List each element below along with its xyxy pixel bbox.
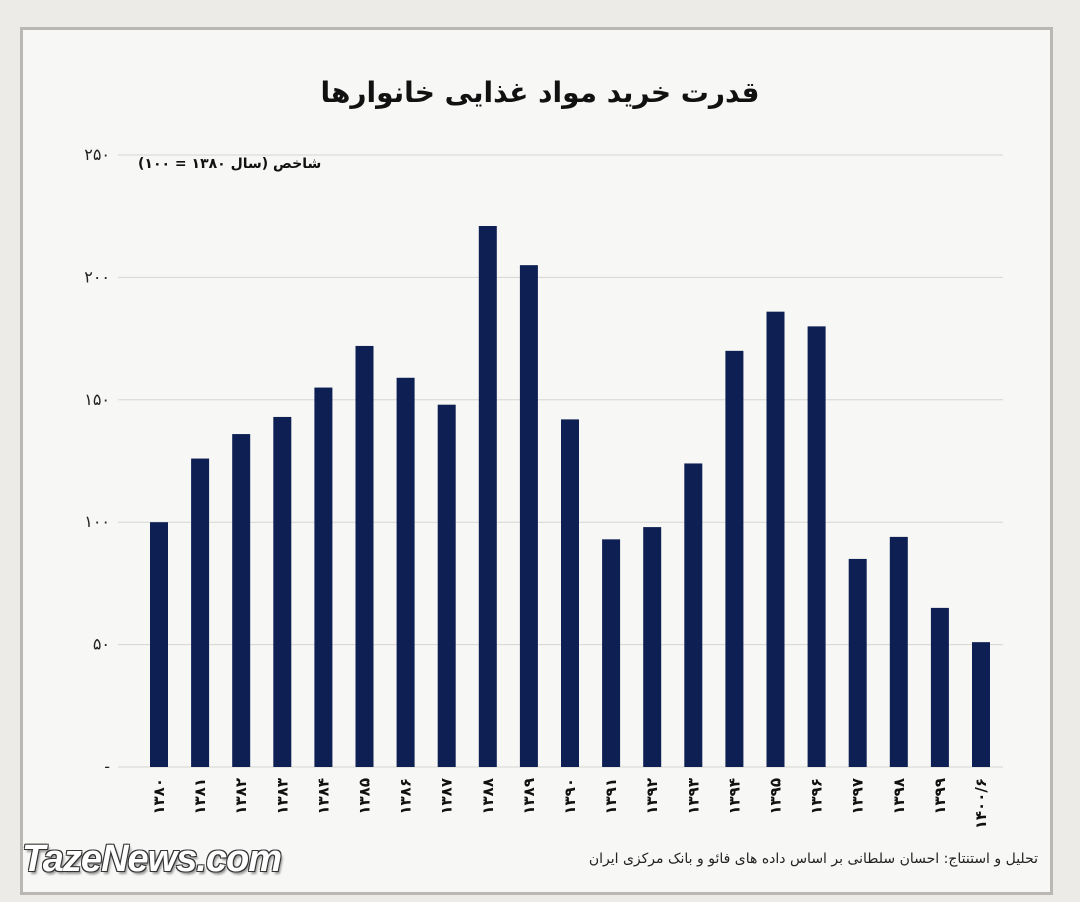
x-tick-label: ۱۳۸۳ (273, 778, 291, 815)
y-tick-label: - (104, 757, 110, 776)
x-tick-label: ۱۴۰۰/۶ (972, 778, 990, 829)
y-tick-label: ۲۰۰ (84, 267, 110, 286)
x-tick-label: ۱۳۸۹ (520, 778, 538, 815)
bar (930, 607, 949, 767)
y-tick-label: ۱۰۰ (84, 512, 110, 531)
x-tick-label: ۱۳۹۹ (931, 778, 949, 815)
bar (889, 536, 908, 767)
x-tick-label: ۱۳۹۱ (602, 778, 620, 815)
bar (191, 458, 210, 767)
bar (643, 527, 662, 767)
x-tick-label: ۱۳۸۴ (314, 778, 332, 815)
bar (766, 311, 785, 767)
y-tick-label: ۵۰ (93, 635, 110, 654)
x-tick-label: ۱۳۸۷ (438, 778, 456, 815)
x-tick-label: ۱۳۹۶ (808, 778, 826, 815)
watermark-logo: TazeNews.com (22, 838, 282, 880)
source-note: تحلیل و استنتاج: احسان سلطانی بر اساس دا… (588, 851, 1038, 867)
bar (561, 419, 579, 767)
x-tick-label: ۱۳۹۸ (890, 778, 908, 815)
x-tick-label: ۱۳۹۷ (849, 778, 867, 815)
bar (519, 265, 538, 767)
x-tick-label: ۱۳۸۱ (191, 778, 209, 815)
x-tick-label: ۱۳۸۰ (150, 778, 168, 815)
y-tick-labels: - ۵۰ ۱۰۰ ۱۵۰ ۲۰۰ ۲۵۰ (84, 145, 110, 776)
bar (478, 225, 497, 767)
gridlines (118, 154, 1003, 768)
chart-title: قدرت خرید مواد غذایی خانوارها (320, 76, 760, 109)
x-tick-label: ۱۳۹۳ (684, 778, 702, 815)
bar (355, 345, 374, 767)
bars (150, 225, 990, 767)
bar (314, 387, 333, 767)
bar (807, 326, 826, 767)
x-tick-label: ۱۳۹۰ (561, 778, 579, 815)
x-tick-label: ۱۳۸۸ (479, 778, 497, 815)
x-tick-label: ۱۳۸۵ (356, 778, 374, 815)
x-tick-label: ۱۳۹۴ (725, 778, 743, 815)
bar (848, 558, 867, 767)
bar (273, 416, 292, 767)
y-tick-label: ۱۵۰ (84, 390, 110, 409)
bar (602, 539, 621, 767)
bar (437, 404, 456, 767)
y-axis-label: شاخص (سال ۱۳۸۰ = ۱۰۰) (138, 156, 322, 172)
x-tick-label: ۱۳۸۲ (232, 778, 250, 815)
bar (725, 350, 744, 767)
bar (972, 642, 990, 767)
bar (396, 377, 415, 767)
x-tick-label: ۱۳۹۲ (643, 778, 661, 815)
x-tick-labels: ۱۳۸۰ ۱۳۸۱ ۱۳۸۲ ۱۳۸۳ ۱۳۸۴ ۱۳۸۵ ۱۳۸۶ ۱۳۸۷ ۱۳۸۸ ۱۳۸۹… (150, 778, 990, 829)
bar (150, 522, 168, 767)
x-tick-label: ۱۳۸۶ (397, 778, 415, 815)
y-tick-label: ۲۵۰ (84, 145, 110, 164)
bar (684, 463, 703, 767)
x-tick-label: ۱۳۹۵ (767, 778, 785, 815)
bar (232, 434, 251, 767)
